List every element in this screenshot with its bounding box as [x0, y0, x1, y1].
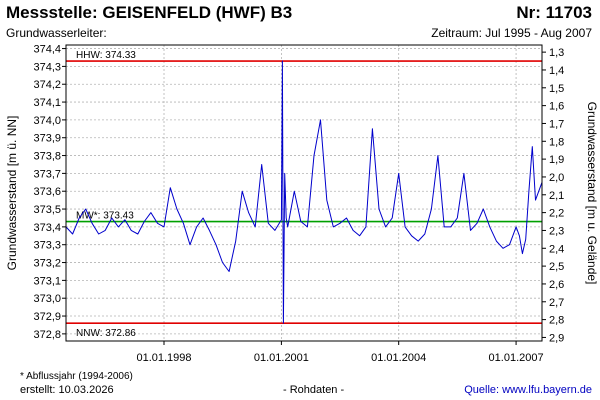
y2-tick-label: 2,0: [549, 172, 564, 184]
x-axis: 01.01.1998 01.01.2001 01.01.2004 01.01.2007: [136, 341, 544, 364]
y-tick-label: 374,2: [33, 79, 61, 91]
y-tick-label: 372,8: [33, 329, 61, 341]
reference-label-nnw: NNW: 372.86: [76, 328, 136, 339]
y-tick-label: 373,7: [33, 168, 61, 180]
period-label: Zeitraum: Jul 1995 - Aug 2007: [431, 26, 592, 40]
station-number: Nr: 11703: [516, 3, 592, 22]
y-tick-label: 373,5: [33, 204, 61, 216]
y2-tick-label: 1,7: [549, 118, 564, 130]
y2-tick-label: 1,6: [549, 101, 564, 113]
y-tick-label: 373,4: [33, 222, 61, 234]
rawdata-label: - Rohdaten -: [283, 384, 345, 396]
y2-tick-label: 1,4: [549, 65, 564, 77]
y2-tick-label: 2,7: [549, 297, 564, 309]
created-date: erstellt: 10.03.2026: [20, 384, 114, 396]
y-tick-label: 374,1: [33, 97, 61, 109]
footnote: * Abflussjahr (1994-2006): [20, 371, 133, 382]
series-line-groundwater: [65, 60, 543, 324]
y-tick-label: 373,3: [33, 240, 61, 252]
y2-tick-label: 2,4: [549, 243, 564, 255]
y-axis-label-left: Grundwasserstand [m ü. NN]: [5, 116, 19, 271]
y-tick-label: 373,8: [33, 151, 61, 163]
y-tick-label: 374,4: [33, 44, 61, 56]
y-tick-label: 373,1: [33, 275, 61, 287]
reference-label-mw: MW*: 373.43: [76, 211, 134, 222]
aquifer-label: Grundwasserleiter:: [6, 26, 107, 40]
y-axis-label-right: Grundwasserstand [m u. Gelände]: [585, 102, 599, 285]
y2-tick-label: 1,3: [549, 47, 564, 59]
y2-tick-label: 2,5: [549, 261, 564, 273]
y-axis-right: 1,3 1,4 1,5 1,6 1,7 1,8 1,9 2,0 2,1 2,2 2,3 2,4 2,5 2…: [542, 47, 564, 344]
y-tick-label: 372,9: [33, 311, 61, 323]
y-tick-label: 373,0: [33, 293, 61, 305]
reference-lines: HHW: 374.33 MW*: 373.43 NNW: 372.86: [66, 50, 542, 339]
source-link[interactable]: Quelle: www.lfu.bayern.de: [464, 384, 592, 396]
y2-tick-label: 1,9: [549, 154, 564, 166]
y-tick-label: 374,3: [33, 61, 61, 73]
plot-frame: [65, 44, 543, 342]
x-tick-label: 01.01.2004: [371, 352, 426, 364]
y2-tick-label: 2,9: [549, 332, 564, 344]
y-tick-label: 373,6: [33, 186, 61, 198]
x-tick-label: 01.01.1998: [136, 352, 191, 364]
y-tick-label: 373,9: [33, 133, 61, 145]
y2-tick-label: 2,8: [549, 315, 564, 327]
y-axis-left: 374,4 374,3 374,2 374,1 374,0 373,9 373,8 373,7…: [33, 44, 66, 341]
chart-grid: [66, 45, 542, 341]
y-tick-label: 373,2: [33, 258, 61, 270]
y2-tick-label: 2,1: [549, 190, 564, 202]
y2-tick-label: 2,6: [549, 279, 564, 291]
page-title: Messstelle: GEISENFELD (HWF) B3: [6, 3, 293, 22]
x-tick-label: 01.01.2001: [254, 352, 309, 364]
y2-tick-label: 1,5: [549, 83, 564, 95]
reference-label-hhw: HHW: 374.33: [76, 50, 136, 61]
y-tick-label: 374,0: [33, 115, 61, 127]
x-tick-label: 01.01.2007: [489, 352, 544, 364]
y2-tick-label: 2,3: [549, 225, 564, 237]
y2-tick-label: 2,2: [549, 208, 564, 220]
y2-tick-label: 1,8: [549, 136, 564, 148]
